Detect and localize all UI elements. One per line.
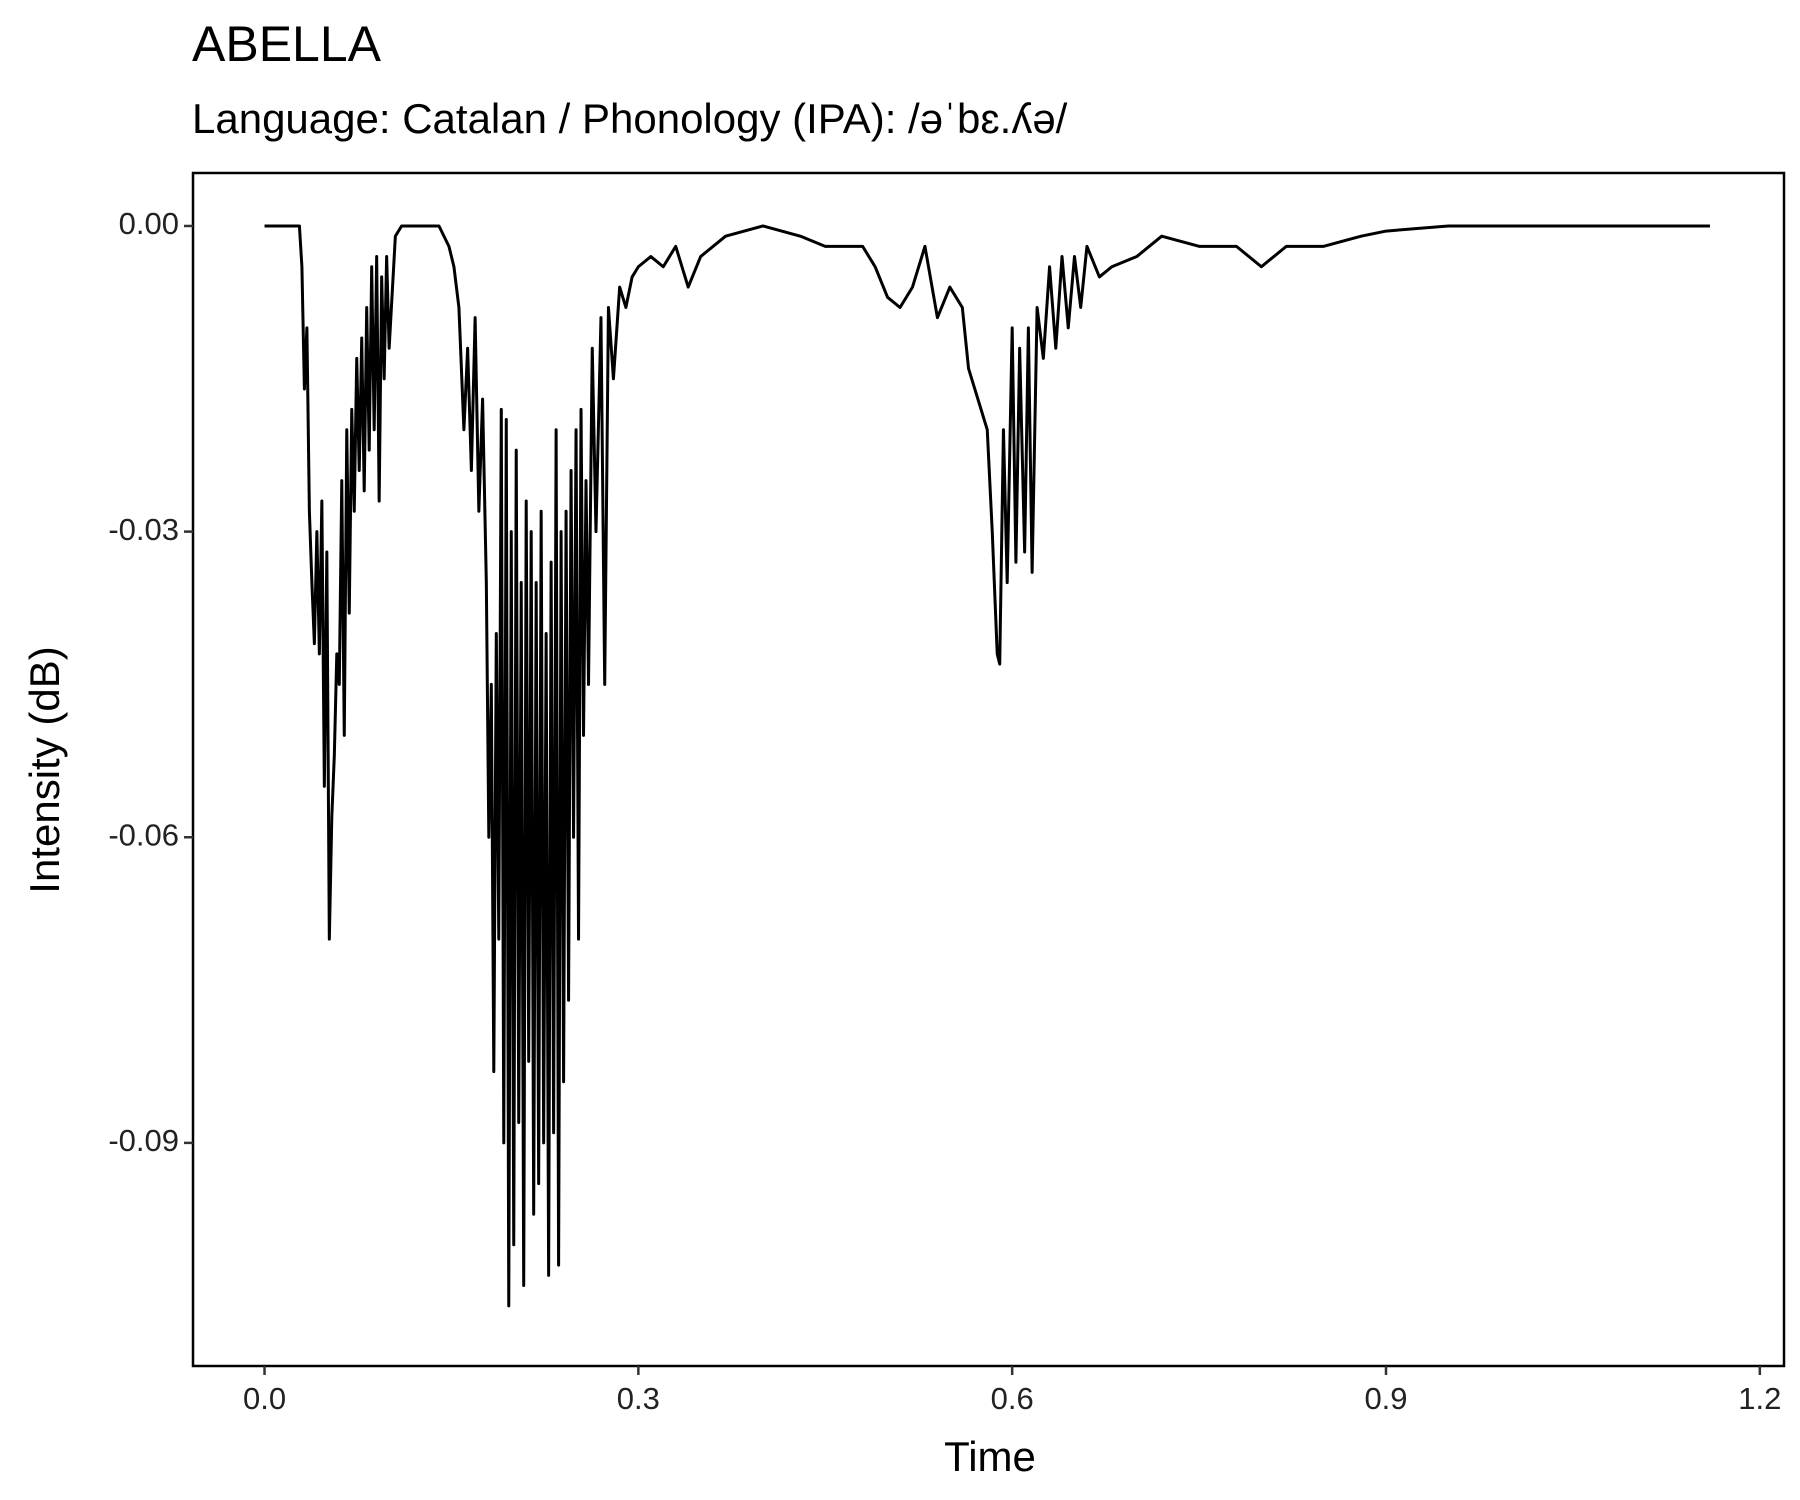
x-tick-label: 1.2 bbox=[1738, 1381, 1781, 1416]
x-tick-label: 0.9 bbox=[1364, 1381, 1407, 1416]
plot-panel bbox=[191, 171, 1786, 1368]
chart-subtitle: Language: Catalan / Phonology (IPA): /əˈ… bbox=[192, 95, 1068, 142]
intensity-line bbox=[264, 224, 1710, 1308]
y-tick-label: -0.03 bbox=[108, 512, 179, 547]
y-tick-label: 0.00 bbox=[119, 206, 179, 241]
x-axis-title: Time bbox=[944, 1433, 1036, 1480]
x-tick-label: 0.6 bbox=[991, 1381, 1034, 1416]
y-tick-label: -0.09 bbox=[108, 1123, 179, 1158]
chart-title: ABELLA bbox=[192, 16, 382, 72]
x-tick-label: 0.0 bbox=[243, 1381, 286, 1416]
y-axis-title: Intensity (dB) bbox=[21, 646, 68, 893]
x-tick-label: 0.3 bbox=[617, 1381, 660, 1416]
y-tick-label: -0.06 bbox=[108, 817, 179, 852]
